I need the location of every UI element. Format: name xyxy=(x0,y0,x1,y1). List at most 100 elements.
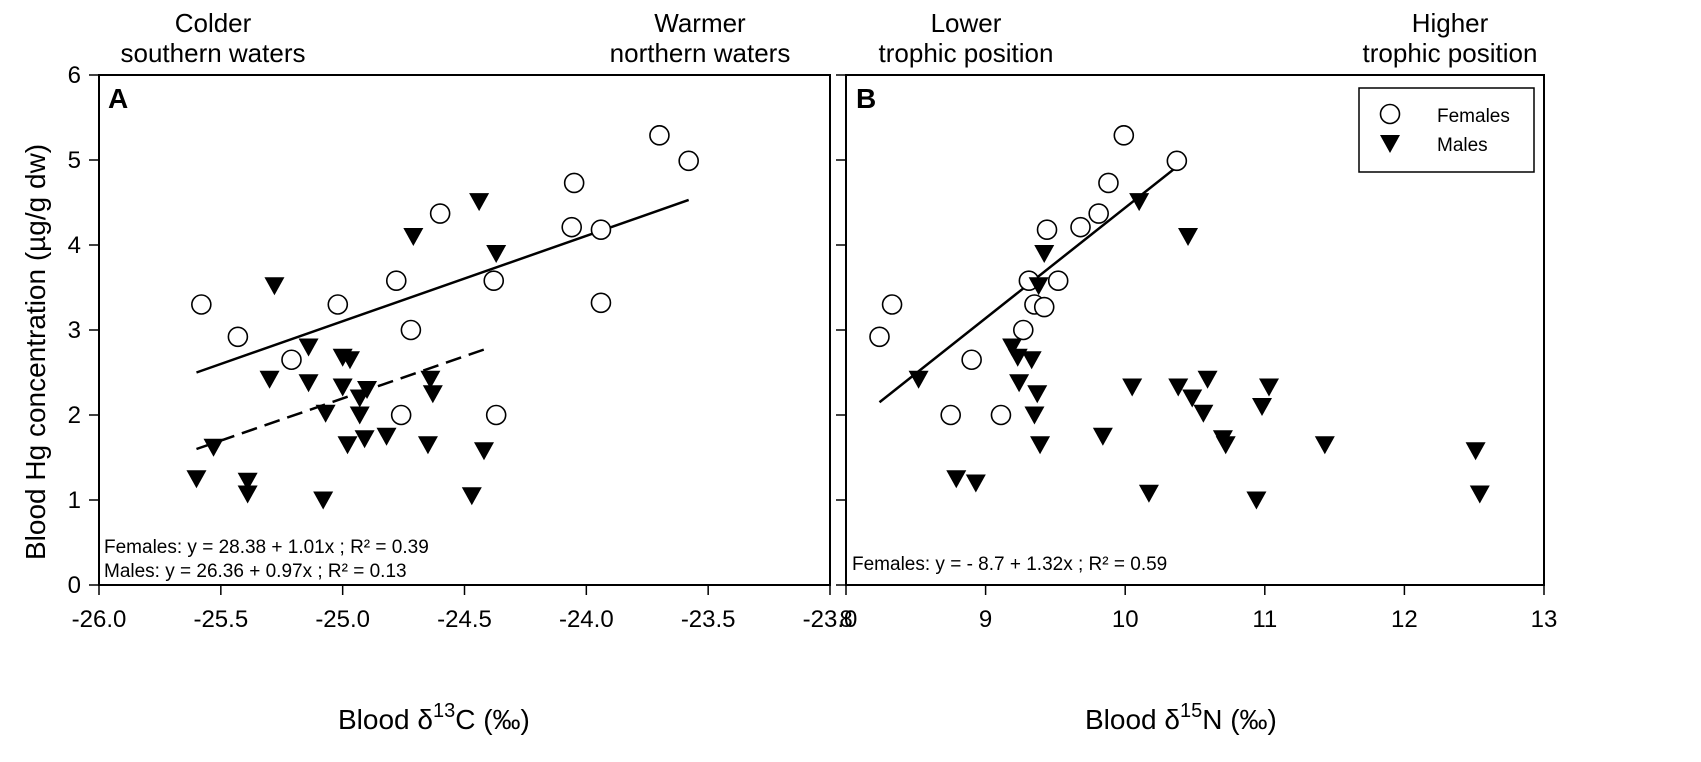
panel-a-male-point xyxy=(315,404,336,423)
panel-b-male-point xyxy=(1193,404,1214,423)
panel-a-male-point xyxy=(186,470,207,489)
panel-b-male-point xyxy=(1182,389,1203,408)
panel-b-header-right: Higher trophic position xyxy=(1362,8,1538,68)
panel-a-equation-females: Females: y = 28.38 + 1.01x ; R² = 0.39 xyxy=(104,537,429,558)
panel-a-x-axis-label: Blood δ13C (‰) xyxy=(338,700,530,735)
panel-a-y-tick-label: 5 xyxy=(68,147,81,174)
panel-a-female-point xyxy=(191,294,212,315)
panel-a-x-tick-label: -25.0 xyxy=(315,606,370,633)
panel-b-x-tick-label: 13 xyxy=(1531,606,1558,633)
panel-a-female-point xyxy=(485,404,507,426)
panel-b-female-point xyxy=(1036,219,1058,240)
panel-a-header-right: Warmer northern waters xyxy=(609,8,791,68)
panel-b-female-point xyxy=(881,294,903,315)
panel-b-male-point xyxy=(1197,370,1218,389)
panel-b-male-point xyxy=(1034,245,1055,263)
panel-b-female-point xyxy=(990,404,1012,426)
panel-b-male-point xyxy=(1021,351,1042,370)
panel-a-y-tick-label: 3 xyxy=(68,317,81,344)
panel-a-male-point xyxy=(422,385,443,404)
panel-b-male-point xyxy=(1028,277,1049,296)
panel-b-female-point xyxy=(1166,150,1188,172)
panel-a-y-tick-label: 1 xyxy=(68,487,81,514)
panel-a-letter: A xyxy=(108,83,128,114)
panel-b-male-point xyxy=(1024,406,1045,425)
panel-b-male-point xyxy=(1002,338,1023,357)
panel-a-female-point xyxy=(385,270,407,292)
panel-b-female-point xyxy=(1098,172,1119,194)
panel-a-female-point xyxy=(649,125,670,146)
panel-b-x-axis-label: Blood δ15N (‰) xyxy=(1085,700,1277,735)
panel-a-fit-line-males xyxy=(196,347,487,451)
panel-a-male-point xyxy=(203,438,224,457)
panel-a-female-point xyxy=(281,349,302,371)
panel-a-male-point xyxy=(461,487,482,506)
panel-b-male-point xyxy=(1465,442,1486,461)
panel-b-x-tick-label: 10 xyxy=(1112,606,1139,633)
panel-a-female-point xyxy=(561,216,583,238)
panel-b-plot: 8 9 10 11 12 13 B Females: y = - 8.7 + 1.32x ; … xyxy=(836,74,1558,633)
panel-b-x-tick-label: 12 xyxy=(1391,606,1418,633)
panel-b-male-point xyxy=(1246,491,1267,510)
panel-a-male-point xyxy=(473,442,494,461)
panel-b-male-point xyxy=(1092,427,1113,446)
legend-male-marker xyxy=(1380,135,1400,153)
panel-b-male-point xyxy=(1027,385,1048,404)
panel-a-x-tick-label: -26.0 xyxy=(72,606,127,633)
panel-a-male-point xyxy=(403,228,424,246)
panel-b-female-point xyxy=(1113,125,1135,146)
panel-b-x-tick-label: 8 xyxy=(839,606,852,633)
panel-a-female-point xyxy=(563,172,585,194)
panel-a-male-point xyxy=(298,338,319,357)
panel-b-male-point xyxy=(1252,398,1273,416)
panel-a-male-point xyxy=(417,436,438,455)
panel-a-y-tick-label: 6 xyxy=(68,62,81,89)
legend-label-females: Females xyxy=(1437,106,1510,127)
panel-b-female-point xyxy=(1070,216,1091,238)
panel-b-x-tick-label: 9 xyxy=(979,606,992,633)
panel-a-male-point xyxy=(486,245,507,263)
panel-b-letter: B xyxy=(856,83,876,114)
panel-a-male-point xyxy=(298,374,319,393)
panel-a-female-point xyxy=(327,294,349,315)
panel-a-male-point xyxy=(264,277,285,296)
panel-b-female-point xyxy=(940,404,962,426)
panel-b-x-tick-label: 11 xyxy=(1252,606,1277,633)
panel-b-header-left: Lower trophic position xyxy=(878,8,1054,68)
panel-a-male-point xyxy=(313,491,334,510)
panel-a-frame xyxy=(98,74,831,586)
panel-a-female-point xyxy=(390,404,412,426)
panel-a-y-tick-label: 2 xyxy=(68,402,81,429)
panel-b-male-point xyxy=(1168,378,1189,397)
panel-b-female-point xyxy=(869,326,890,348)
panel-b-male-point xyxy=(1314,436,1335,455)
panel-a-equation-males: Males: y = 26.36 + 0.97x ; R² = 0.13 xyxy=(104,561,407,582)
panel-a-header-left: Colder southern waters xyxy=(120,8,306,68)
panel-b-male-point xyxy=(946,470,967,489)
panel-a-male-point xyxy=(354,430,375,449)
panel-b-equation-females: Females: y = - 8.7 + 1.32x ; R² = 0.59 xyxy=(852,554,1167,575)
panel-b-male-point xyxy=(1469,485,1490,504)
panel-b-male-point xyxy=(1215,436,1236,455)
panel-b-female-point xyxy=(961,349,982,371)
panel-a-male-point xyxy=(376,427,397,446)
panel-a-male-point xyxy=(420,370,441,389)
panel-a-x-tick-label: -23.0 xyxy=(803,606,858,633)
panel-a-female-point xyxy=(429,203,451,224)
panel-b-male-point xyxy=(1009,374,1030,393)
panel-a-male-point xyxy=(237,485,258,504)
panel-b-female-point xyxy=(1012,319,1034,341)
panel-a-plot: -26.0 -25.5 -25.0 -24.5 -24.0 -23.5 -23.0 0 1 2 3 4… xyxy=(68,62,858,633)
panel-a-female-point xyxy=(483,270,505,292)
panel-b-male-point xyxy=(1258,378,1279,397)
panel-a-female-point xyxy=(227,326,249,348)
panel-a-x-tick-label: -23.5 xyxy=(681,606,736,633)
panel-b-male-point xyxy=(1122,378,1143,397)
panel-a-male-point xyxy=(339,351,360,370)
panel-b-male-point xyxy=(1178,228,1199,246)
panel-a-y-tick-label: 4 xyxy=(68,232,81,259)
panel-b-male-point xyxy=(1129,193,1150,212)
panel-a-female-point xyxy=(678,150,699,172)
panel-a-male-point xyxy=(332,378,353,397)
panel-b-female-point xyxy=(1047,270,1069,292)
